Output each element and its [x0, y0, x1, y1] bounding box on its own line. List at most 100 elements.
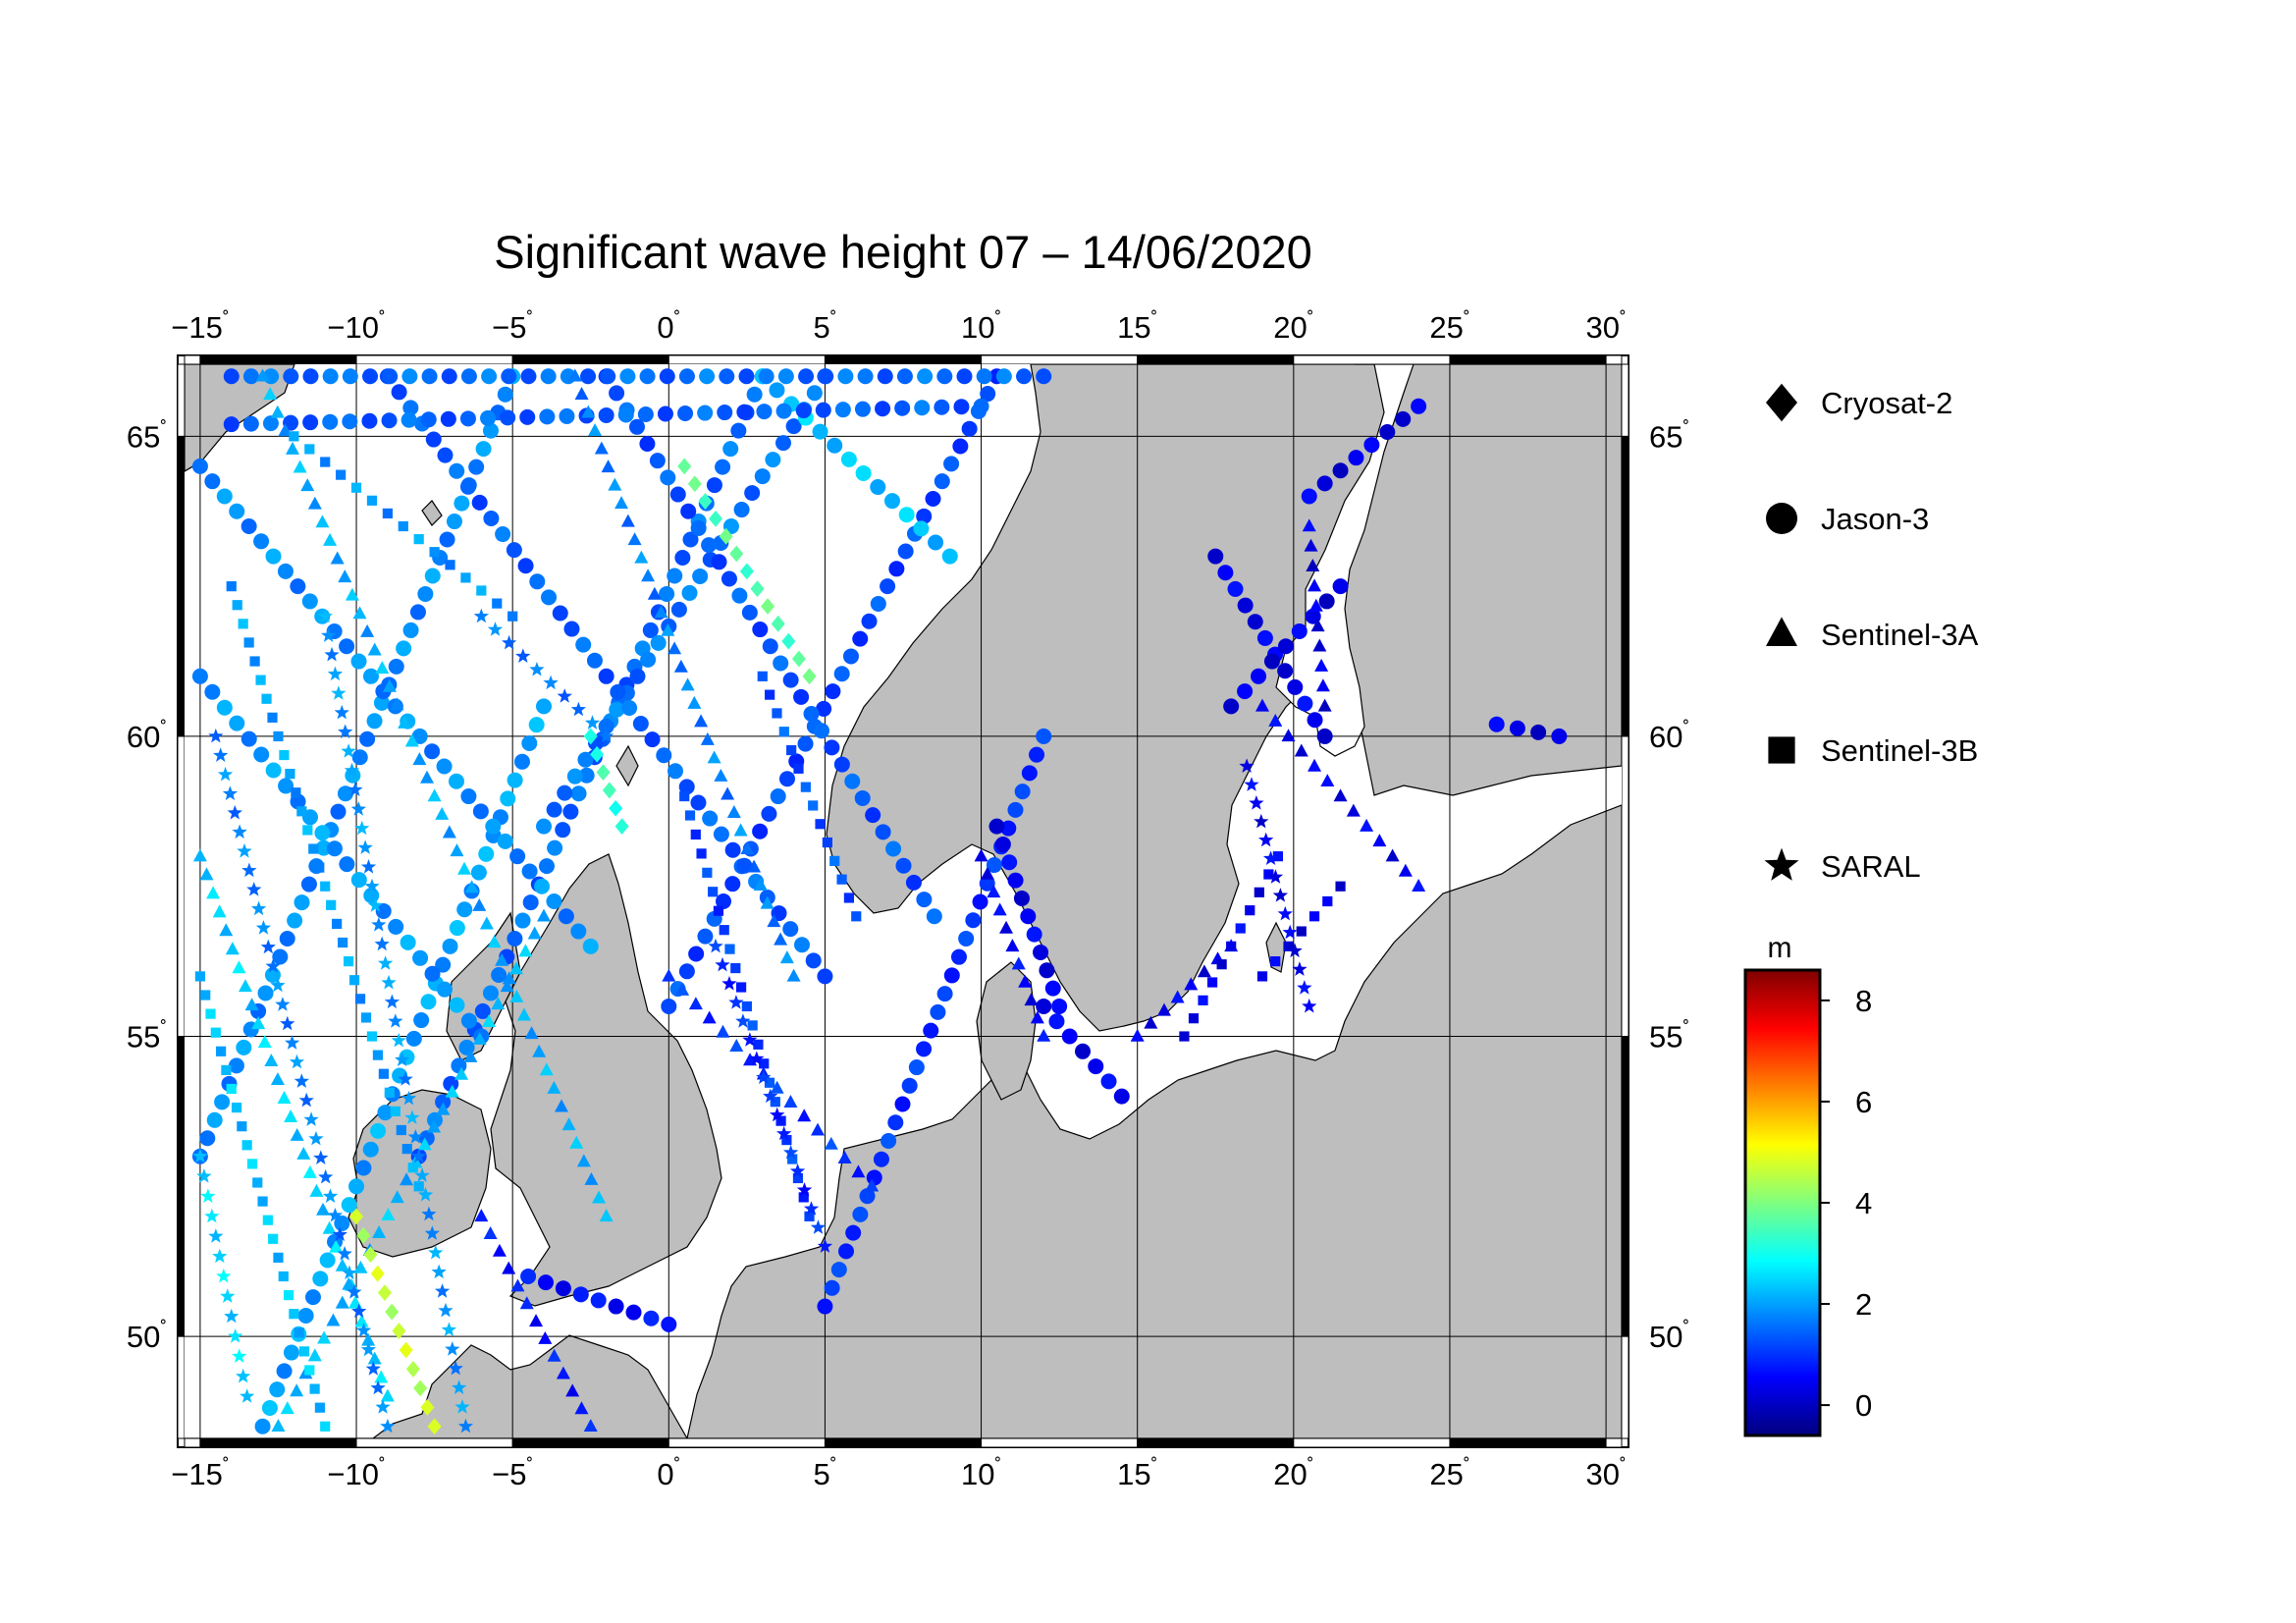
legend-label: Sentinel-3B	[1821, 733, 1978, 768]
track-marker	[688, 997, 703, 1010]
track-marker	[378, 1068, 389, 1079]
track-marker	[404, 733, 419, 747]
lon-tick-label: 30˚	[1586, 309, 1627, 345]
track-marker	[782, 921, 799, 938]
track-marker	[502, 634, 517, 650]
track-marker	[370, 1122, 387, 1139]
track-marker	[1270, 956, 1281, 967]
track-marker	[721, 786, 735, 800]
track-marker	[284, 1109, 298, 1122]
track-marker	[335, 1258, 349, 1271]
track-marker	[763, 1088, 778, 1104]
track-marker	[880, 578, 896, 595]
track-marker	[782, 672, 799, 688]
frame-segment	[199, 354, 357, 365]
track-marker	[642, 622, 659, 638]
track-marker	[296, 1146, 311, 1160]
track-marker	[1217, 565, 1234, 581]
track-marker	[413, 1181, 424, 1192]
track-marker	[696, 848, 707, 859]
track-marker	[547, 839, 563, 856]
track-marker	[815, 819, 826, 830]
track-marker	[1170, 990, 1185, 1003]
track-marker	[480, 409, 497, 426]
track-marker	[216, 699, 233, 716]
track-marker	[249, 656, 260, 667]
track-marker	[1348, 450, 1364, 466]
track-marker	[382, 678, 397, 692]
track-marker	[574, 387, 589, 400]
track-marker	[238, 619, 248, 629]
track-marker	[350, 482, 362, 493]
track-marker	[1249, 795, 1264, 810]
track-marker	[341, 1197, 357, 1214]
track-marker	[366, 713, 383, 730]
track-marker	[277, 563, 294, 579]
track-marker	[483, 510, 500, 526]
track-marker	[414, 1167, 430, 1182]
track-marker	[355, 1323, 372, 1337]
track-marker	[363, 1246, 378, 1264]
track-marker	[316, 1202, 331, 1216]
track-marker	[559, 407, 575, 424]
track-marker	[1322, 895, 1333, 907]
legend-marker-square-icon	[1768, 736, 1795, 764]
track-marker	[412, 752, 427, 766]
track-marker	[330, 551, 345, 565]
track-marker	[377, 1284, 392, 1302]
track-marker	[395, 1052, 410, 1066]
legend-label: SARAL	[1821, 849, 1921, 884]
track-marker	[851, 1164, 866, 1178]
track-marker	[519, 1296, 534, 1310]
track-marker	[866, 1169, 882, 1186]
track-marker	[314, 1402, 326, 1413]
track-marker	[529, 662, 545, 676]
track-marker	[390, 1106, 400, 1117]
track-marker	[421, 1206, 437, 1221]
track-marker	[343, 956, 354, 967]
track-marker	[507, 931, 523, 947]
track-marker	[644, 731, 661, 748]
track-marker	[730, 962, 741, 974]
track-marker	[810, 1219, 827, 1234]
track-marker	[992, 902, 1007, 916]
track-marker	[582, 938, 599, 954]
track-marker	[811, 1122, 826, 1136]
land-shetland	[615, 744, 639, 787]
track-marker	[270, 405, 285, 418]
track-marker	[690, 794, 707, 811]
track-marker	[999, 920, 1014, 934]
track-marker	[319, 1252, 336, 1269]
track-marker	[779, 950, 794, 964]
track-marker	[391, 1032, 406, 1048]
track-marker	[588, 423, 603, 437]
track-marker	[370, 1265, 385, 1282]
track-marker	[770, 1080, 784, 1094]
track-marker	[1256, 629, 1273, 646]
track-marker	[420, 411, 437, 428]
track-marker	[278, 1271, 289, 1282]
track-marker	[702, 1010, 717, 1024]
colorbar: m 0 2 4 6 8	[1743, 932, 1872, 1437]
track-marker	[481, 368, 498, 385]
track-marker	[724, 876, 741, 893]
track-marker	[427, 788, 442, 802]
track-marker	[1335, 881, 1346, 892]
track-marker	[594, 441, 609, 455]
frame-segment	[1449, 354, 1607, 365]
track-marker	[240, 1388, 255, 1403]
track-marker	[598, 718, 614, 734]
track-marker	[241, 1140, 252, 1151]
track-marker	[602, 782, 616, 799]
track-marker	[713, 826, 729, 842]
track-marker	[317, 608, 333, 623]
track-marker	[250, 900, 267, 916]
track-marker	[528, 717, 545, 733]
frame-segment	[1621, 363, 1629, 437]
track-marker	[441, 368, 457, 385]
track-marker	[313, 1150, 329, 1164]
track-marker	[576, 1154, 591, 1167]
track-marker	[1020, 908, 1037, 925]
track-marker	[1036, 368, 1052, 385]
track-marker	[1037, 1028, 1051, 1042]
